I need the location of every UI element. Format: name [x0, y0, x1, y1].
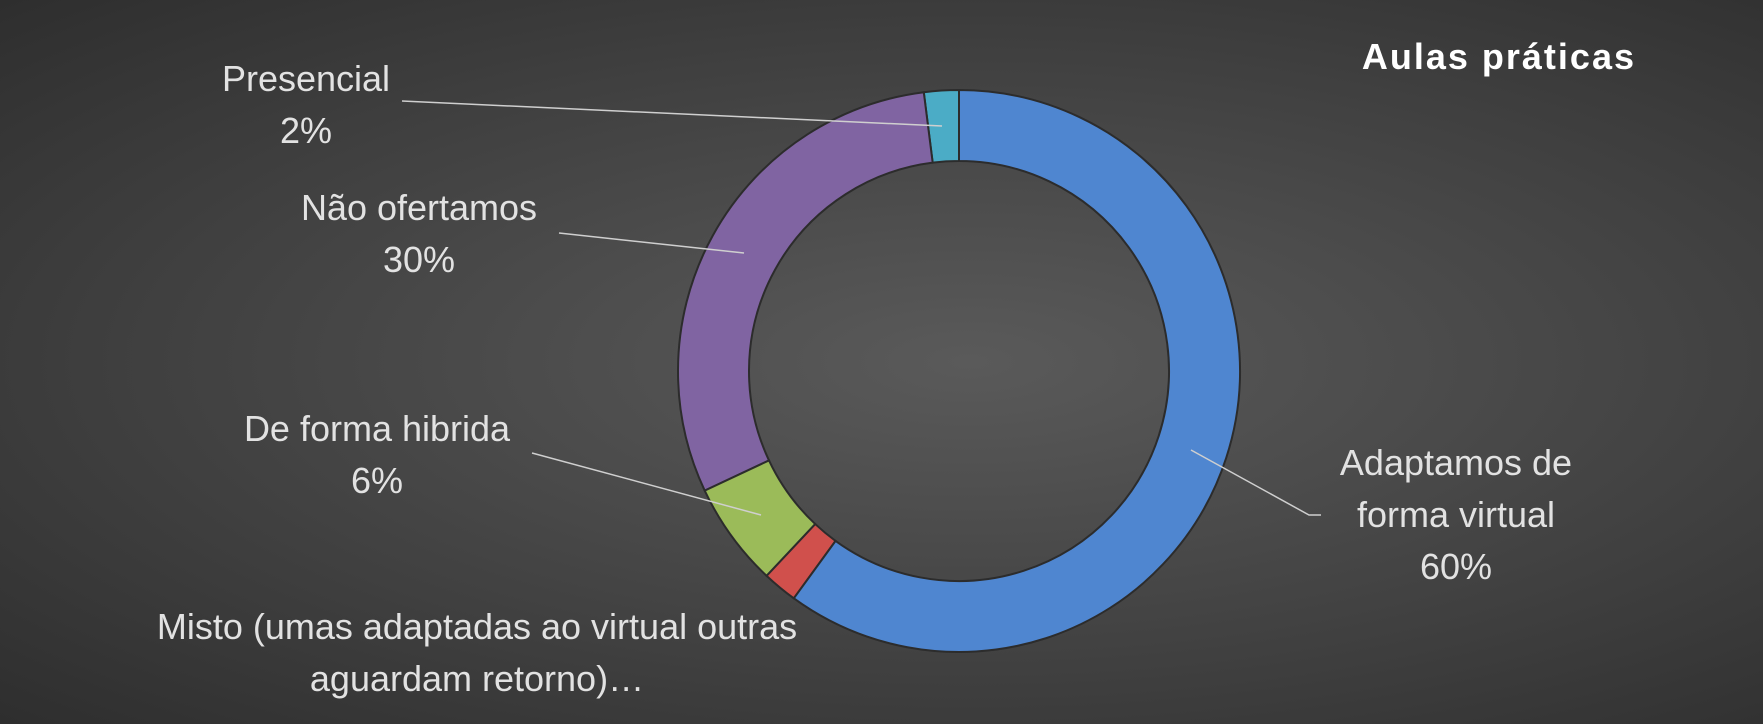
leader-line [558, 232, 745, 254]
leader-lines [401, 100, 1321, 516]
slice-value-label: 60% [1419, 546, 1493, 587]
donut-slice [765, 522, 837, 600]
slice-label: Misto (umas adaptadas ao virtual outras … [156, 606, 798, 699]
slice-value-label: 2% [279, 110, 333, 151]
chart-title: Aulas práticas [1361, 36, 1636, 77]
slice-label: Adaptamos de forma virtual [1339, 442, 1573, 535]
leader-line [401, 100, 943, 127]
donut-slice [677, 91, 934, 492]
slice-label: Presencial [221, 58, 391, 99]
slice-value-label: 30% [382, 239, 456, 280]
donut-slice [792, 88, 1241, 653]
slice-label: De forma hibrida [243, 408, 511, 449]
leader-line [1190, 449, 1321, 516]
slice-label: Não ofertamos [300, 187, 538, 228]
leader-line [531, 452, 762, 516]
donut-slice [703, 459, 817, 578]
slice-value-label: 6% [350, 460, 404, 501]
